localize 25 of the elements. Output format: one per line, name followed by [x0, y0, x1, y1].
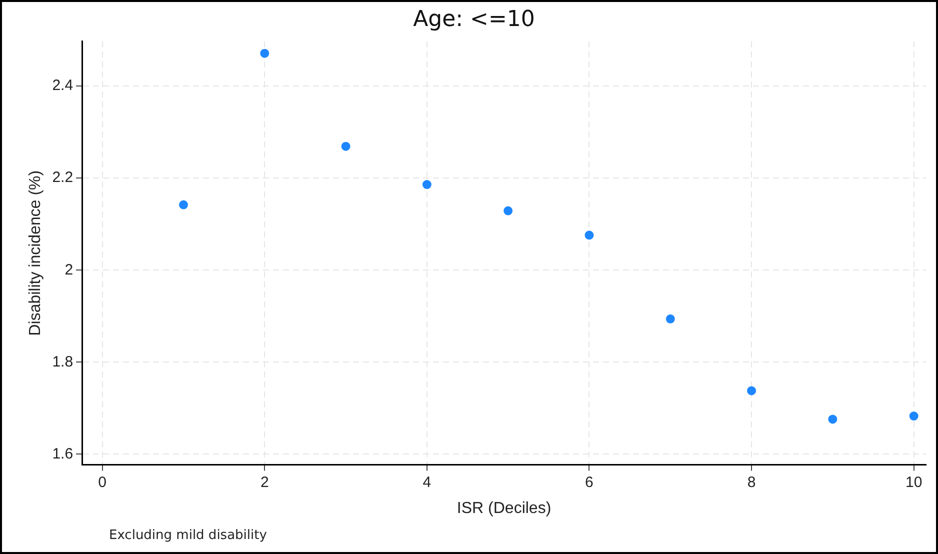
point — [666, 314, 675, 324]
point — [747, 386, 756, 396]
y-tick-label: 1.6 — [52, 445, 74, 462]
y-axis-title: Disability incidence (%) — [27, 170, 44, 336]
point — [260, 48, 270, 58]
x-tick-label: 2 — [260, 474, 269, 491]
point — [178, 200, 188, 210]
point — [341, 142, 350, 151]
y-tick-label: 1.8 — [52, 353, 74, 370]
x-tick-label: 4 — [422, 474, 432, 491]
x-tick-label: 10 — [905, 474, 922, 491]
x-tick-label: 6 — [585, 474, 594, 491]
y-tick-label: 2.4 — [52, 77, 74, 94]
point — [909, 412, 918, 421]
text: Excluding mild disability — [109, 528, 267, 543]
x-tick-label: 0 — [98, 474, 107, 491]
point — [422, 180, 432, 190]
point — [504, 206, 513, 216]
y-tick-label: 2 — [64, 261, 74, 278]
x-axis-title: ISR (Deciles) — [456, 500, 552, 517]
point — [584, 230, 594, 240]
x-tick-label: 8 — [747, 474, 756, 491]
y-tick-label: 2.2 — [52, 169, 74, 186]
chart-title: Age: <=10 — [413, 6, 535, 32]
point — [828, 414, 838, 424]
